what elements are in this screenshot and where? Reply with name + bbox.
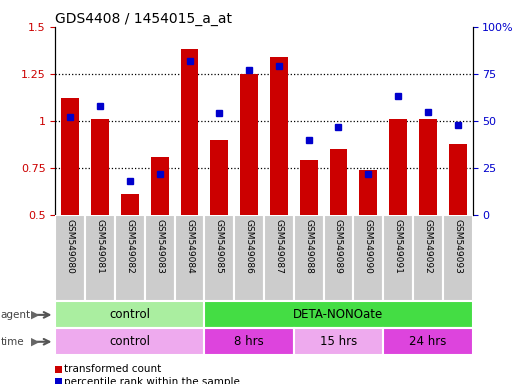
Bar [121,194,139,215]
Text: GSM549092: GSM549092 [423,219,432,274]
Text: GSM549081: GSM549081 [96,219,105,274]
Bar [91,119,109,215]
Bar [324,215,353,301]
Text: GSM549085: GSM549085 [215,219,224,274]
Bar [204,328,294,355]
Bar [181,50,199,215]
Text: agent: agent [1,310,31,320]
Bar [55,301,204,328]
Text: time: time [1,337,24,347]
Text: GSM549093: GSM549093 [453,219,462,274]
Bar [264,215,294,301]
Text: transformed count: transformed count [64,364,161,374]
Text: control: control [109,308,150,321]
Bar [300,161,318,215]
Bar [145,215,175,301]
Text: GSM549086: GSM549086 [244,219,253,274]
Text: GSM549090: GSM549090 [364,219,373,274]
Text: control: control [109,335,150,348]
Text: GSM549087: GSM549087 [275,219,284,274]
Bar [55,328,204,355]
Text: GSM549088: GSM549088 [304,219,313,274]
Bar [204,301,473,328]
Bar [329,149,347,215]
Bar [115,215,145,301]
Bar [85,215,115,301]
Bar [175,215,204,301]
Text: GSM549091: GSM549091 [393,219,402,274]
Text: 8 hrs: 8 hrs [234,335,264,348]
Bar [443,215,473,301]
Text: GSM549083: GSM549083 [155,219,164,274]
Bar [383,215,413,301]
Bar [389,119,407,215]
Bar [294,328,383,355]
Bar [151,157,168,215]
Text: ▶: ▶ [31,310,39,320]
Text: ▶: ▶ [31,337,39,347]
Text: GSM549089: GSM549089 [334,219,343,274]
Bar [234,215,264,301]
Bar [419,119,437,215]
Text: GSM549080: GSM549080 [66,219,75,274]
Bar [360,170,377,215]
Bar [210,140,228,215]
Bar [413,215,443,301]
Text: percentile rank within the sample: percentile rank within the sample [64,377,240,384]
Bar [240,74,258,215]
Bar [383,328,473,355]
Text: 24 hrs: 24 hrs [409,335,447,348]
Bar [61,98,79,215]
Text: DETA-NONOate: DETA-NONOate [294,308,384,321]
Bar [55,215,85,301]
Text: GSM549084: GSM549084 [185,219,194,274]
Bar [270,57,288,215]
Bar [204,215,234,301]
Text: 15 hrs: 15 hrs [320,335,357,348]
Bar [449,144,467,215]
Bar [353,215,383,301]
Text: GSM549082: GSM549082 [126,219,135,274]
Bar [294,215,324,301]
Text: GDS4408 / 1454015_a_at: GDS4408 / 1454015_a_at [55,12,232,26]
